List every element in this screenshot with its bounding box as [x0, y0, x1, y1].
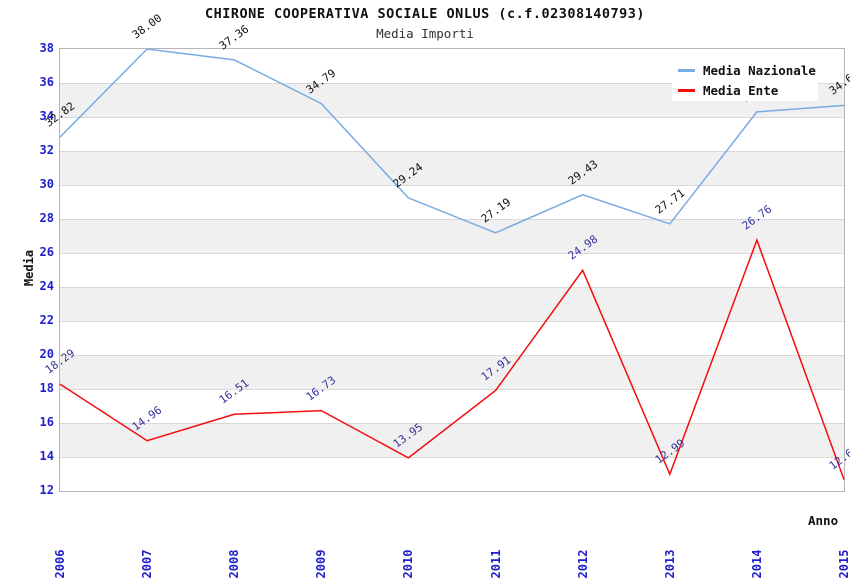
legend-entry-media-nazionale: Media Nazionale	[672, 60, 818, 80]
series-lines	[59, 48, 845, 480]
grid-line	[60, 253, 844, 254]
y-tick-label: 34	[39, 109, 54, 123]
plot-area: 38 36 34 32 30 28 26 24 22 20 18 16 14 12 2006 2007 2008…	[40, 12, 850, 579]
grid-band	[60, 355, 844, 389]
chart-subtitle: Media Importi	[376, 26, 474, 41]
legend-line-swatch-icon	[678, 88, 695, 92]
y-tick-label: 26	[39, 245, 54, 259]
grid-line	[60, 389, 844, 390]
x-tick-label: 2013	[662, 549, 677, 579]
x-tick-label: 2015	[837, 549, 850, 579]
x-tick-label: 2009	[314, 549, 329, 579]
y-tick-label: 20	[39, 347, 54, 361]
x-tick-label: 2012	[575, 549, 590, 579]
grid-line	[60, 287, 844, 288]
legend-label: Media Ente	[703, 82, 779, 98]
x-tick-label: 2011	[488, 549, 503, 579]
grid-line	[60, 83, 844, 84]
legend-label: Media Nazionale	[703, 62, 816, 78]
y-tick-label: 38	[39, 41, 54, 55]
legend-line-swatch-icon	[678, 68, 695, 72]
y-tick-label: 30	[39, 177, 54, 191]
y-tick-label: 32	[39, 143, 54, 157]
grid-band	[60, 287, 844, 321]
series-line-media-nazionale	[59, 48, 845, 234]
x-tick-label: 2008	[227, 549, 242, 579]
y-tick-label: 18	[39, 381, 54, 395]
grid-band	[60, 389, 844, 423]
series-line-media-ente	[59, 237, 845, 480]
grid-band	[60, 321, 844, 355]
grid-line	[60, 151, 844, 152]
grid-band	[60, 253, 844, 287]
legend: Media Nazionale Media Ente	[672, 55, 818, 101]
y-tick-label: 12	[39, 483, 54, 497]
x-tick-label: 2010	[401, 549, 416, 579]
y-tick-label: 28	[39, 211, 54, 225]
grid-band	[60, 457, 844, 491]
grid-band	[60, 117, 844, 151]
y-tick-label: 14	[39, 449, 54, 463]
y-tick-label: 16	[39, 415, 54, 429]
grid-line	[60, 117, 844, 118]
y-tick-label: 36	[39, 75, 54, 89]
y-tick-label: 22	[39, 313, 54, 327]
grid-line	[60, 321, 844, 322]
chart-title: CHIRONE COOPERATIVA SOCIALE ONLUS (c.f.0…	[204, 6, 645, 22]
y-tick-label: 24	[39, 279, 54, 293]
chart-page: { "chart_data": { "type": "line", "title…	[22, 6, 850, 579]
grid-line	[60, 185, 844, 186]
grid-line	[60, 355, 844, 356]
legend-entry-media-ente: Media Ente	[672, 80, 818, 100]
grid-band	[60, 423, 844, 457]
x-axis-title: Anno	[808, 513, 839, 528]
x-tick-label: 2006	[53, 549, 67, 579]
grid-line	[60, 219, 844, 220]
grid-band	[60, 219, 844, 253]
x-tick-label: 2007	[140, 549, 155, 579]
grid-band	[60, 185, 844, 219]
grid-line	[60, 457, 844, 458]
x-tick-label: 2014	[749, 549, 764, 579]
